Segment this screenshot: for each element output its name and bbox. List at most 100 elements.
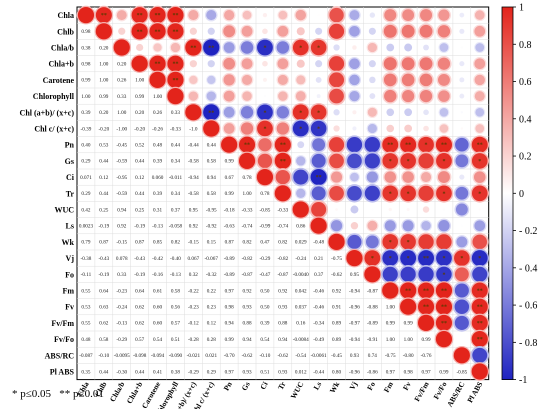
cell-circle	[292, 104, 309, 121]
significance-mark: *	[460, 256, 463, 262]
significance-mark: *	[478, 191, 481, 197]
coefficient-value: 0.39	[81, 110, 90, 116]
coefficient-value: 0.47	[260, 240, 269, 246]
coefficient-value: -0.63	[224, 224, 235, 230]
cell-circle	[368, 27, 376, 35]
cell-circle	[420, 172, 432, 183]
cell-circle	[131, 55, 148, 72]
cell-circle	[149, 23, 166, 40]
coefficient-value: 0.99	[422, 337, 431, 343]
coefficient-value: -0.29	[188, 369, 199, 375]
cell-circle	[472, 347, 488, 363]
coefficient-value: -0.43	[134, 256, 145, 262]
cell-circle	[274, 152, 291, 169]
coefficient-value: 0.99	[81, 78, 90, 84]
cell-circle	[459, 93, 465, 99]
coefficient-value: -0.76	[421, 353, 432, 359]
coefficient-value: 0.44	[207, 143, 216, 149]
cell-circle	[185, 39, 202, 56]
coefficient-value: -0.16	[152, 272, 163, 278]
coefficient-value: 0.87	[225, 240, 234, 246]
coefficient-value: 0.62	[99, 321, 108, 327]
cell-circle	[435, 282, 453, 299]
cell-circle	[207, 27, 215, 35]
cell-circle	[406, 207, 410, 212]
cell-circle	[438, 9, 450, 21]
cell-circle	[471, 250, 488, 267]
coefficient-layer: 0.98 0.38 0.20 0.98 1.00 0.20 0.99 1.00 0.26 1.00…	[79, 29, 468, 375]
coefficient-value: -0.24	[116, 305, 127, 311]
cell-circle	[454, 299, 470, 314]
coefficient-value: -0.45	[331, 353, 342, 359]
cell-circle	[240, 106, 254, 119]
coefficient-value: -0.86	[367, 369, 378, 375]
coefficient-value: -0.80	[403, 353, 414, 359]
column-label: ABS/RC	[445, 380, 467, 408]
coefficient-value: -0.33	[170, 126, 181, 132]
coefficient-value: -0.62	[242, 353, 253, 359]
cell-circle	[384, 9, 397, 22]
significance-mark: *	[371, 256, 374, 262]
cell-circle	[400, 298, 417, 315]
coefficient-value: -0.49	[313, 337, 324, 343]
coefficient-value: -0.13	[152, 224, 163, 230]
column-label: Fv	[401, 380, 413, 392]
coefficient-value: -0.45	[116, 143, 127, 149]
cell-circle	[437, 73, 450, 86]
cell-circle	[384, 220, 396, 232]
coefficient-value: -0.098	[133, 353, 147, 359]
coefficient-value: 0.44	[99, 159, 108, 165]
coefficient-value: 0.85	[153, 240, 162, 246]
column-label: WUC	[289, 380, 306, 400]
coefficient-value: -0.30	[116, 369, 127, 375]
coefficient-value: 0.29	[81, 191, 90, 197]
coefficient-value: 0.40	[81, 143, 90, 149]
cell-circle	[383, 73, 397, 87]
coefficient-value: 0.29	[81, 159, 90, 165]
coefficient-value: 0.037	[295, 305, 307, 311]
cell-circle	[297, 141, 305, 149]
cell-circle	[419, 57, 433, 71]
column-label: Pn	[222, 379, 235, 392]
coefficient-value: -0.33	[242, 207, 253, 213]
row-label: WUC	[54, 206, 74, 215]
cell-circle	[317, 13, 320, 17]
cell-circle	[315, 27, 323, 35]
cell-circle	[364, 137, 380, 153]
cell-circle	[149, 71, 166, 88]
cell-circle	[400, 153, 416, 169]
coefficient-value: -0.087	[79, 353, 93, 359]
coefficient-value: 0.79	[81, 240, 90, 246]
cell-circle	[116, 10, 127, 21]
cell-circle	[206, 91, 216, 101]
coefficient-value: -0.99	[260, 224, 271, 230]
coefficient-value: -0.0040	[293, 272, 309, 278]
cell-circle	[382, 250, 399, 266]
cell-circle	[240, 41, 254, 54]
cell-circle	[329, 185, 344, 201]
cell-circle	[295, 9, 306, 21]
coefficient-value: 0.38	[171, 369, 180, 375]
cell-circle	[349, 90, 360, 102]
coefficient-value: 0.39	[153, 191, 162, 197]
coefficient-value: 0.37	[314, 272, 323, 278]
cell-circle	[352, 126, 357, 131]
significance-mark: **	[155, 29, 161, 35]
coefficient-value: 0.25	[135, 207, 144, 213]
coefficient-value: 0.58	[99, 337, 108, 343]
cell-circle	[349, 74, 360, 86]
significance-mark: *	[442, 191, 445, 197]
significance-mark: **	[423, 289, 429, 295]
coefficient-value: 0.99	[225, 159, 234, 165]
coefficient-value: -0.94	[349, 288, 360, 294]
cell-circle	[167, 71, 184, 88]
cell-circle	[349, 10, 360, 21]
cell-circle	[262, 28, 268, 35]
cell-circle	[328, 137, 345, 153]
cell-circle	[454, 315, 469, 330]
colorbar-tick-label: 0	[519, 189, 524, 200]
cell-circle	[436, 266, 452, 283]
coefficient-value: 0.33	[117, 272, 126, 278]
coefficient-value: 0.93	[278, 305, 287, 311]
coefficient-value: -0.46	[313, 305, 324, 311]
